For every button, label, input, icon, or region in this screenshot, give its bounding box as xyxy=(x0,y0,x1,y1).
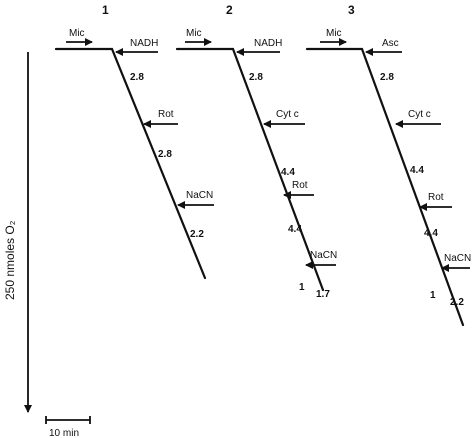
scale-bar-label: 10 min xyxy=(49,428,79,438)
addition-label-mic: Mic xyxy=(326,28,342,39)
rate-label: 2.2 xyxy=(450,297,464,308)
panel-number: 2 xyxy=(226,3,233,17)
panel-2: 2 Mic NADH Cyt c Rot NaCN 2.8 4.4 4.4 1.… xyxy=(175,3,337,300)
y-axis-label: 250 nmoles O₂ xyxy=(3,220,17,300)
rate-label: 2.8 xyxy=(158,149,172,160)
oxygen-trace xyxy=(54,47,207,280)
addition-label-rot: Rot xyxy=(292,180,308,191)
panel-1: 1 Mic NADH Rot NaCN 2.8 2.8 2.2 xyxy=(54,3,214,280)
rate-label: 4.4 xyxy=(410,165,424,176)
addition-label-rot: Rot xyxy=(428,192,444,203)
rate-label: 4.4 xyxy=(288,224,302,235)
rate-label: 4.4 xyxy=(281,167,295,178)
rate-mark: 1 xyxy=(430,290,436,301)
addition-label-nacn: NaCN xyxy=(444,253,471,264)
panel-number: 3 xyxy=(348,3,355,17)
addition-label-cyt-c: Cyt c xyxy=(276,109,299,120)
rate-label: 4.4 xyxy=(424,228,438,239)
rate-label: 2.8 xyxy=(249,72,263,83)
addition-label-mic: Mic xyxy=(186,28,202,39)
panel-3: 3 Mic Asc Cyt c Rot NaCN 2.8 4.4 4.4 2.2… xyxy=(305,3,471,327)
oxygen-trace xyxy=(175,47,325,292)
addition-label-cyt-c: Cyt c xyxy=(408,109,431,120)
addition-label-rot: Rot xyxy=(158,109,174,120)
oxygen-trace xyxy=(305,47,465,327)
addition-label-asc: Asc xyxy=(382,38,399,49)
rate-label: 2.8 xyxy=(380,72,394,83)
rate-label: 2.2 xyxy=(190,229,204,240)
addition-label-nadh: NADH xyxy=(130,38,158,49)
rate-label: 2.8 xyxy=(130,72,144,83)
addition-label-nacn: NaCN xyxy=(310,250,337,261)
addition-label-nadh: NADH xyxy=(254,38,282,49)
addition-label-mic: Mic xyxy=(69,28,85,39)
time-scale-bar xyxy=(45,416,91,424)
panel-number: 1 xyxy=(102,3,109,17)
rate-label: 1.7 xyxy=(316,289,330,300)
rate-mark: 1 xyxy=(299,282,305,293)
addition-label-nacn: NaCN xyxy=(186,190,213,201)
